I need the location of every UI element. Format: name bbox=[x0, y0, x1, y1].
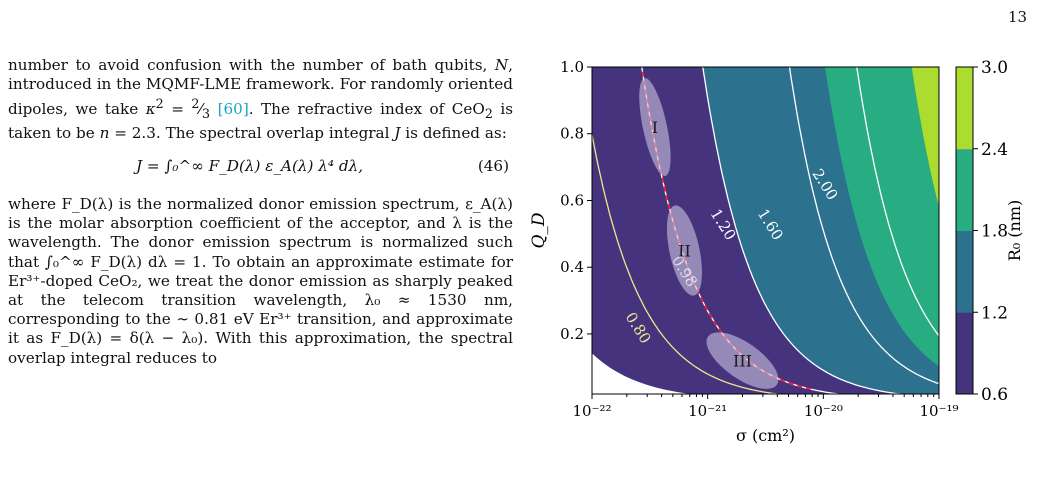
y-tick-label: 0.4 bbox=[560, 258, 584, 276]
plot-frame bbox=[591, 66, 940, 395]
region-III-ellipse bbox=[706, 332, 779, 389]
contour-line-1.20 bbox=[702, 67, 905, 394]
contour-line-0.80 bbox=[592, 134, 783, 394]
colorbar-tick-label: 1.2 bbox=[981, 303, 1008, 323]
colorbar-tick-label: 2.4 bbox=[981, 140, 1008, 160]
colorbar-segment bbox=[956, 312, 973, 395]
x-axis-label: σ (cm²) bbox=[736, 426, 795, 445]
colorbar-tick-label: 1.8 bbox=[981, 222, 1008, 242]
contour-line-2.00 bbox=[856, 67, 939, 337]
x-tick-label: 10⁻²² bbox=[572, 402, 611, 420]
region-II-ellipse bbox=[666, 205, 702, 296]
equation-46: J = ∫₀^∞ F_D(λ) ε_A(λ) λ⁴ dλ, (46) bbox=[8, 149, 513, 189]
colorbar-segment bbox=[956, 230, 973, 313]
region-III-label: III bbox=[733, 352, 752, 371]
colorbar-segment bbox=[956, 67, 973, 150]
colorbar-segment bbox=[956, 148, 973, 231]
paragraph-1: number to avoid confusion with the numbe… bbox=[8, 56, 514, 142]
colorbar-label: R₀ (nm) bbox=[1005, 200, 1024, 262]
y-tick-label: 0.6 bbox=[560, 191, 584, 209]
colorbar: 0.6 1.2 1.8 2.4 3.0 R₀ (nm) bbox=[955, 58, 1024, 405]
citation-link[interactable]: [60] bbox=[217, 100, 249, 119]
page-number: 13 bbox=[1008, 8, 1028, 26]
x-tick-label: 10⁻¹⁹ bbox=[919, 402, 958, 420]
region-II-label: II bbox=[678, 242, 691, 261]
y-tick-label: 1.0 bbox=[560, 58, 584, 76]
region-I-label: I bbox=[652, 118, 658, 137]
y-axis-label: Q_D bbox=[529, 212, 549, 248]
paragraph-2: where F_D(λ) is the normalized donor emi… bbox=[8, 194, 513, 367]
colorbar-tick-label: 0.6 bbox=[981, 385, 1008, 405]
y-tick-label: 0.2 bbox=[560, 325, 584, 343]
x-tick-label: 10⁻²¹ bbox=[688, 402, 727, 420]
y-tick-label: 0.8 bbox=[560, 125, 584, 143]
equation-number: (46) bbox=[477, 156, 509, 175]
x-tick-label: 10⁻²⁰ bbox=[804, 402, 843, 420]
equation-body: J = ∫₀^∞ F_D(λ) ε_A(λ) λ⁴ dλ, bbox=[136, 156, 364, 175]
text-column: number to avoid confusion with the numbe… bbox=[8, 56, 513, 368]
colorbar-tick-label: 3.0 bbox=[981, 58, 1008, 78]
contour-line-1.60 bbox=[788, 67, 939, 385]
band-1.8-2.4 bbox=[824, 67, 939, 367]
band-2.4-3 bbox=[911, 67, 939, 207]
axes: 10⁻²² 10⁻²¹ 10⁻²⁰ 10⁻¹⁹ 0.2 0.4 0.6 0.8 1.0 σ (cm… bbox=[529, 58, 959, 445]
region-I-ellipse bbox=[639, 78, 671, 177]
